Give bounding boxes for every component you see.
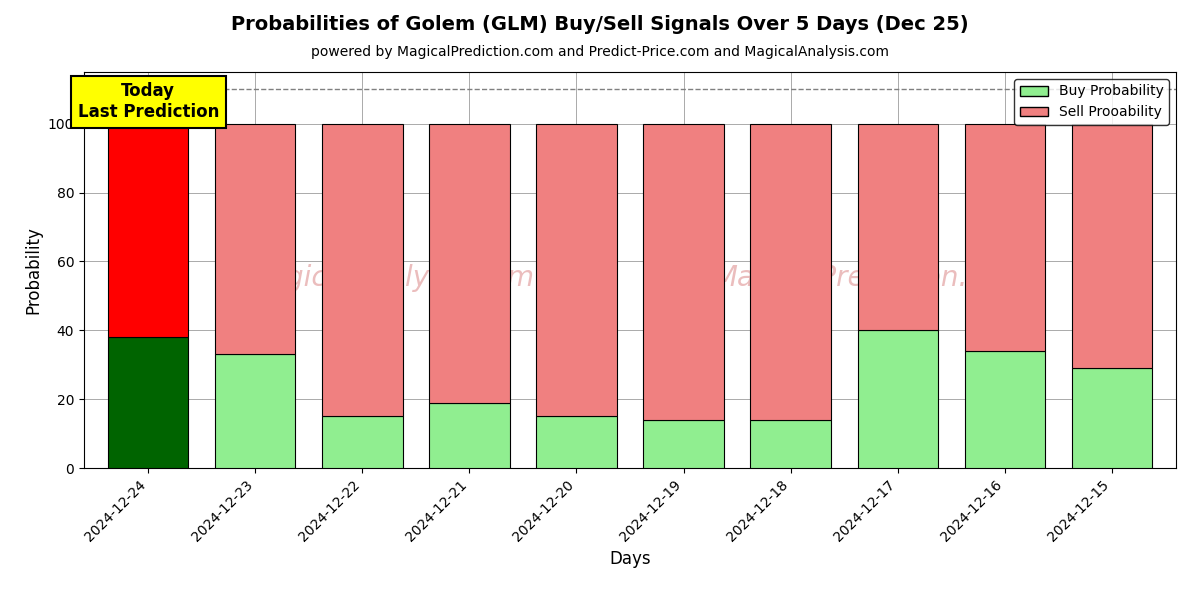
Bar: [965, 351, 1045, 468]
Bar: [750, 124, 830, 420]
Bar: [643, 124, 724, 420]
Bar: [323, 416, 402, 468]
Bar: [1072, 124, 1152, 368]
Bar: [536, 416, 617, 468]
X-axis label: Days: Days: [610, 550, 650, 568]
Bar: [430, 403, 510, 468]
Text: MagicalAnalysis.com: MagicalAnalysis.com: [245, 264, 534, 292]
Bar: [536, 124, 617, 416]
Text: MagicalPrediction.com: MagicalPrediction.com: [714, 264, 1027, 292]
Text: powered by MagicalPrediction.com and Predict-Price.com and MagicalAnalysis.com: powered by MagicalPrediction.com and Pre…: [311, 45, 889, 59]
Bar: [215, 124, 295, 355]
Text: Probabilities of Golem (GLM) Buy/Sell Signals Over 5 Days (Dec 25): Probabilities of Golem (GLM) Buy/Sell Si…: [232, 15, 968, 34]
Bar: [750, 420, 830, 468]
Bar: [108, 124, 188, 337]
Legend: Buy Probability, Sell Prooability: Buy Probability, Sell Prooability: [1014, 79, 1169, 125]
Bar: [108, 337, 188, 468]
Bar: [1072, 368, 1152, 468]
Y-axis label: Probability: Probability: [24, 226, 42, 314]
Text: Today
Last Prediction: Today Last Prediction: [78, 82, 218, 121]
Bar: [323, 124, 402, 416]
Bar: [215, 355, 295, 468]
Bar: [643, 420, 724, 468]
Bar: [430, 124, 510, 403]
Bar: [965, 124, 1045, 351]
Bar: [858, 124, 937, 330]
Bar: [858, 330, 937, 468]
